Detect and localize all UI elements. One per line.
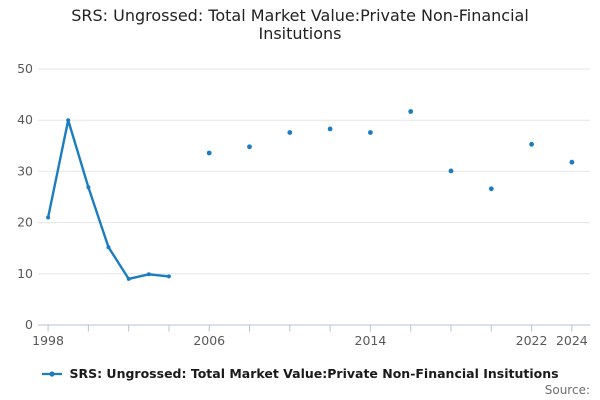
data-point[interactable] <box>488 186 494 192</box>
plot-area: 0 10 20 30 40 50 1998 2006 2014 2022 2024 <box>17 61 590 348</box>
y-tick-label: 50 <box>17 61 33 76</box>
x-tick-label: 1998 <box>32 333 64 348</box>
x-tick-label: 2006 <box>193 333 225 348</box>
data-point[interactable] <box>66 118 71 123</box>
data-point[interactable] <box>166 274 171 279</box>
legend-series-marker-icon <box>42 370 63 377</box>
y-tick-label: 10 <box>17 266 33 281</box>
x-tick-label: 2022 <box>516 333 548 348</box>
data-point[interactable] <box>106 245 111 250</box>
data-point[interactable] <box>327 126 333 132</box>
data-point[interactable] <box>529 141 534 147</box>
y-tick-label: 20 <box>17 215 33 230</box>
y-tick-label: 40 <box>17 112 33 127</box>
y-tick-label: 0 <box>25 317 33 332</box>
source-label: Source: <box>544 383 590 397</box>
legend-label: SRS: Ungrossed: Total Market Value:Priva… <box>69 366 559 381</box>
data-point[interactable] <box>448 168 454 174</box>
data-point[interactable] <box>569 159 575 165</box>
data-point[interactable] <box>146 272 151 277</box>
series-line <box>48 120 572 279</box>
x-tick-label: 2014 <box>355 333 387 348</box>
data-point[interactable] <box>408 109 414 114</box>
data-point[interactable] <box>46 215 51 220</box>
data-point[interactable] <box>126 276 131 281</box>
data-point[interactable] <box>368 130 373 135</box>
legend[interactable]: SRS: Ungrossed: Total Market Value:Priva… <box>0 366 600 381</box>
y-tick-label: 30 <box>17 163 33 178</box>
data-point[interactable] <box>206 150 212 156</box>
x-tick-label: 2024 <box>556 333 588 348</box>
chart-title: SRS: Ungrossed: Total Market Value:Priva… <box>71 6 529 43</box>
data-point[interactable] <box>287 130 293 135</box>
data-point[interactable] <box>86 185 91 190</box>
data-point[interactable] <box>247 144 252 150</box>
